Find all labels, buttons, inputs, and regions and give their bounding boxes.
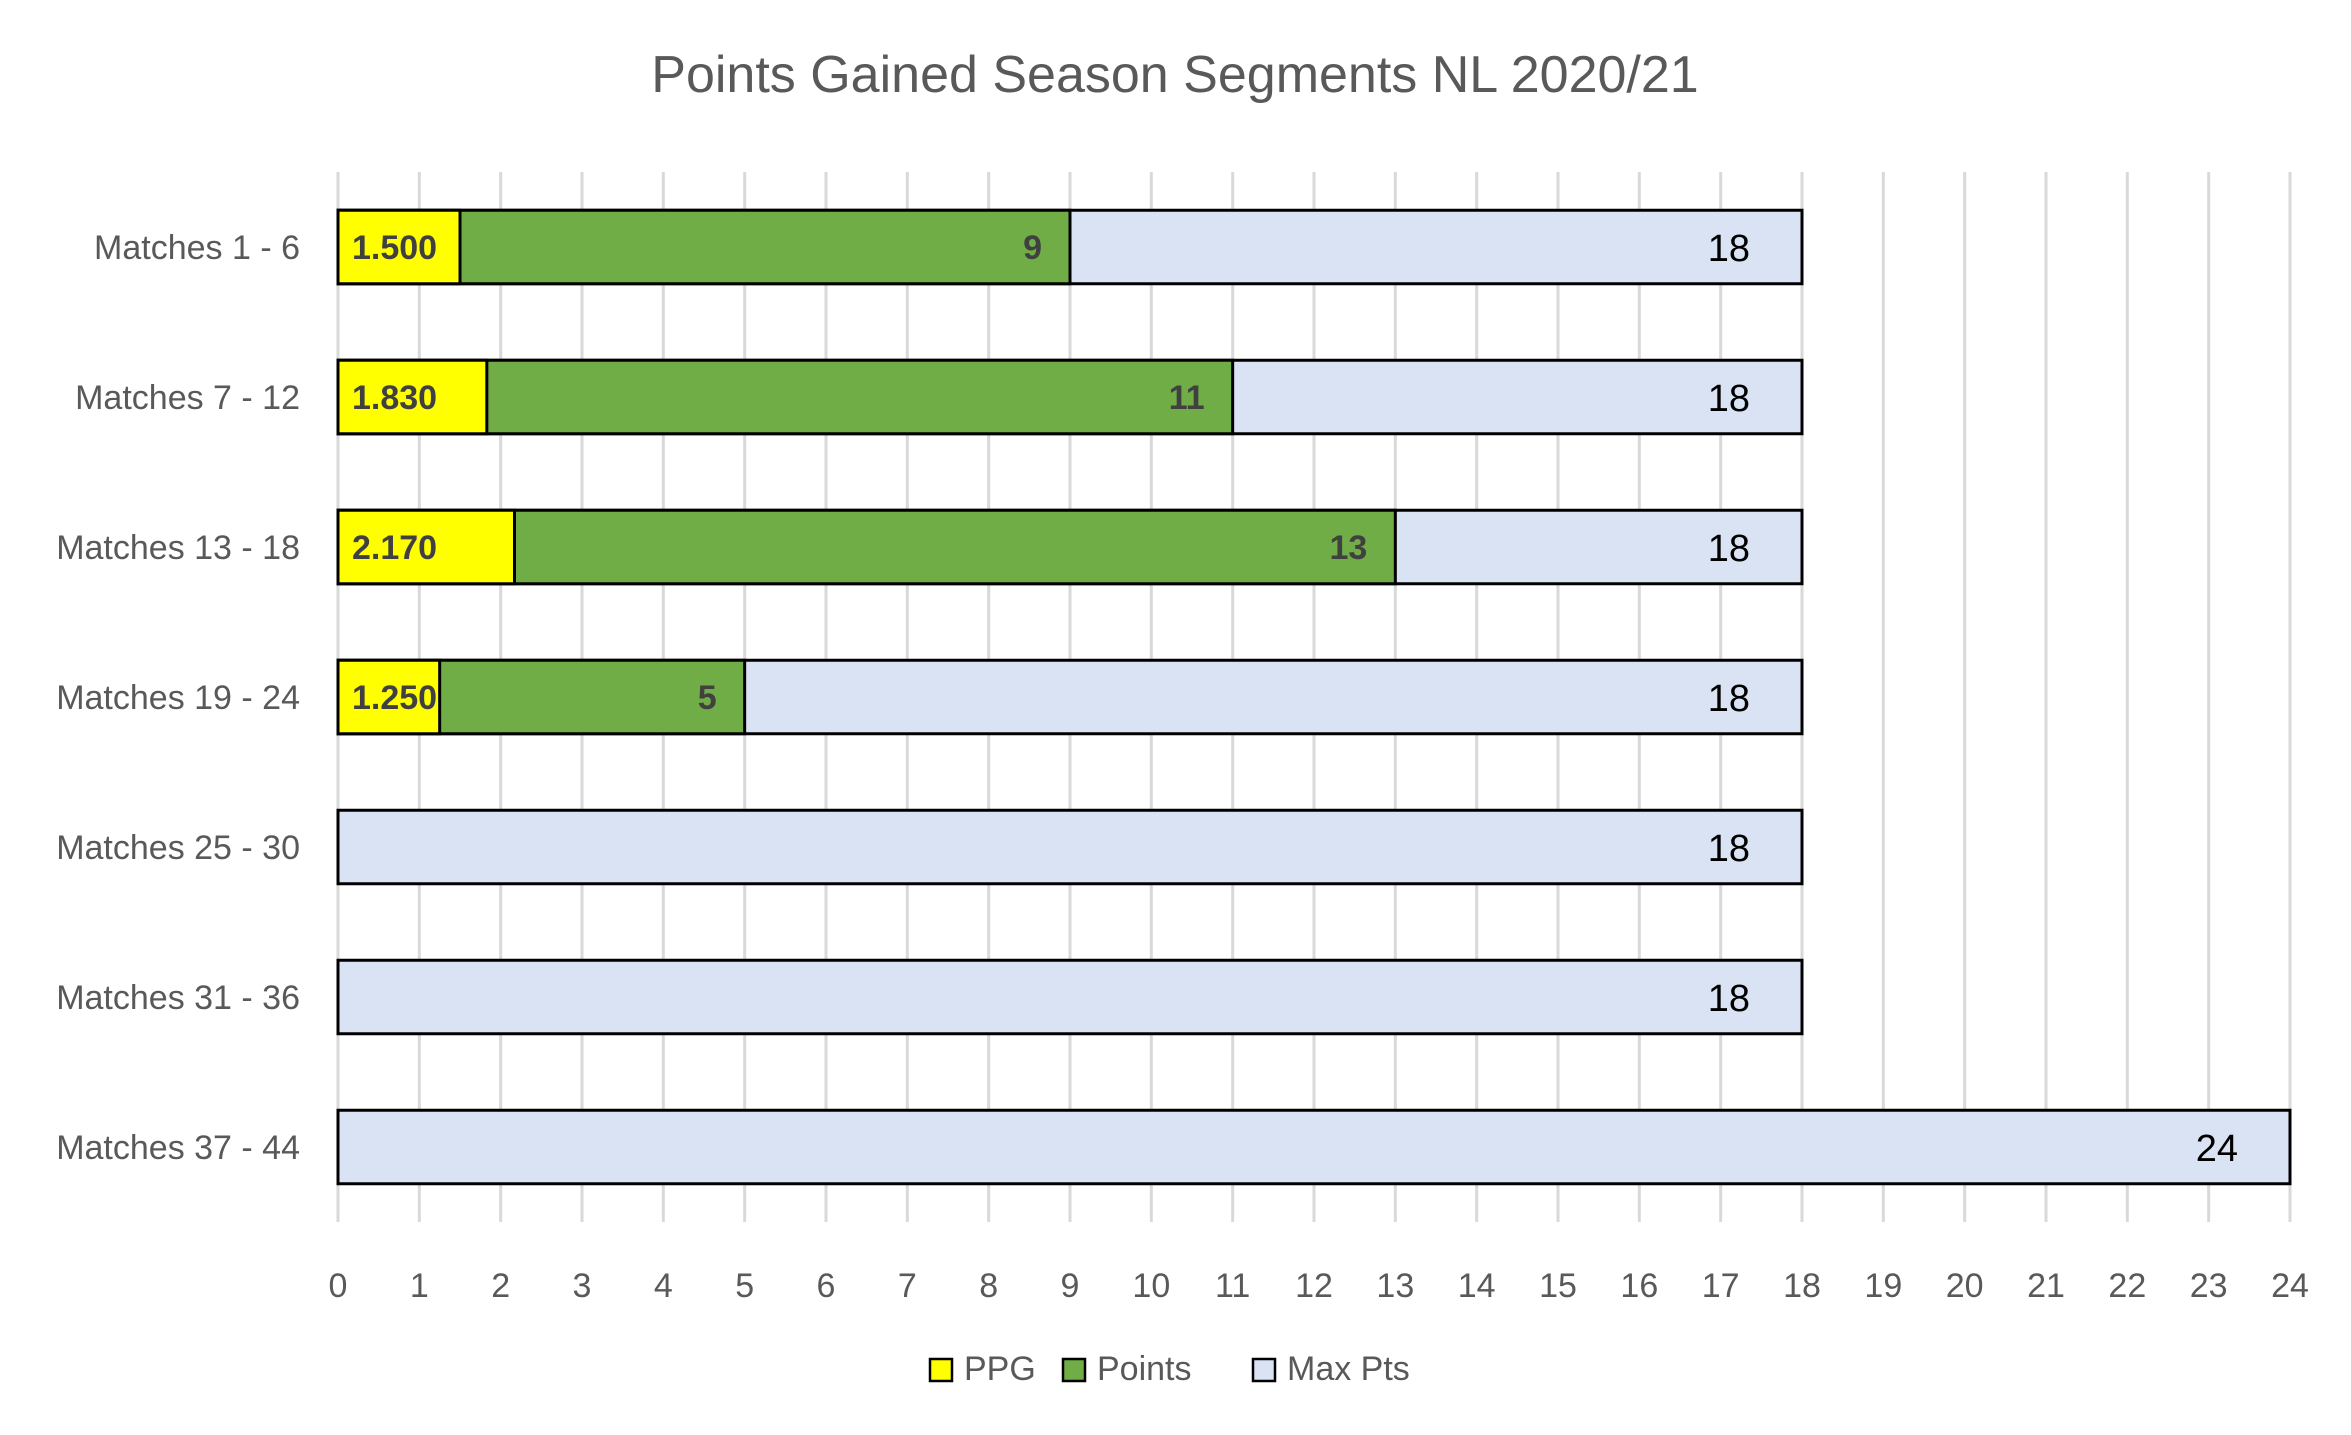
points-data-label: 11: [1169, 379, 1205, 417]
bar-ppg: [336, 208, 462, 286]
x-tick-label: 16: [1620, 1267, 1658, 1305]
x-tick-label: 11: [1215, 1267, 1250, 1305]
x-tick-label: 4: [654, 1267, 673, 1305]
x-tick-label: 5: [735, 1267, 754, 1305]
x-tick-label: 10: [1132, 1267, 1170, 1305]
bar-ppg: [336, 508, 516, 586]
bar-ppg: [336, 658, 442, 736]
x-tick-label: 24: [2271, 1267, 2309, 1305]
x-tick-label: 20: [1946, 1267, 1984, 1305]
x-tick-label: 19: [1864, 1267, 1902, 1305]
x-tick-label: 2: [491, 1267, 510, 1305]
ppg-data-label: 1.500: [352, 229, 437, 267]
chart-title: Points Gained Season Segments NL 2020/21: [651, 46, 1698, 104]
max-pts-data-label: 18: [1708, 378, 1750, 420]
max-pts-data-label: 24: [2196, 1128, 2238, 1170]
ppg-data-label: 1.830: [352, 379, 437, 417]
legend-swatch: [928, 1357, 954, 1383]
legend-swatch: [1251, 1357, 1277, 1383]
points-data-label: 13: [1330, 529, 1368, 567]
points-data-label: 9: [1023, 229, 1042, 267]
legend-label: PPG: [964, 1350, 1036, 1388]
category-label: Matches 31 - 36: [56, 979, 300, 1017]
max-pts-data-label: 18: [1708, 678, 1750, 720]
legend: PPG Points Max Pts: [928, 1350, 1410, 1388]
x-tick-label: 0: [329, 1267, 348, 1305]
category-label: Matches 25 - 30: [56, 829, 300, 867]
category-label: Matches 13 - 18: [56, 529, 300, 567]
category-labels: Matches 1 - 6 Matches 7 - 12 Matches 13 - …: [56, 229, 300, 1167]
x-tick-label: 7: [898, 1267, 917, 1305]
x-tick-label: 22: [2108, 1267, 2146, 1305]
bar-max-pts: [336, 958, 1804, 1036]
legend-item-points: Points: [1061, 1350, 1192, 1388]
x-tick-label: 18: [1783, 1267, 1821, 1305]
bar-max-pts: [336, 1108, 2292, 1186]
legend-item-ppg: PPG: [928, 1350, 1036, 1388]
x-tick-label: 3: [573, 1267, 592, 1305]
x-tick-label: 6: [817, 1267, 836, 1305]
bar-ppg: [336, 358, 489, 436]
category-label: Matches 19 - 24: [56, 679, 300, 717]
legend-item-max-pts: Max Pts: [1251, 1350, 1410, 1388]
legend-swatch: [1061, 1357, 1087, 1383]
x-tick-label: 15: [1539, 1267, 1577, 1305]
max-pts-data-label: 18: [1708, 978, 1750, 1020]
legend-label: Points: [1097, 1350, 1192, 1388]
max-pts-data-label: 18: [1708, 228, 1750, 270]
category-label: Matches 7 - 12: [75, 379, 300, 417]
x-tick-label: 23: [2190, 1267, 2228, 1305]
max-pts-data-label: 18: [1708, 528, 1750, 570]
x-tick-label: 14: [1458, 1267, 1496, 1305]
x-tick-label: 21: [2027, 1267, 2065, 1305]
category-label: Matches 37 - 44: [56, 1129, 300, 1167]
x-tick-label: 12: [1295, 1267, 1333, 1305]
bar-labels: 18 9 1.500 18 11 1.830 18 13 2.170 18 5 1.250 18 18 24: [352, 228, 2238, 1170]
x-tick-label: 13: [1376, 1267, 1414, 1305]
ppg-data-label: 1.250: [352, 679, 437, 717]
x-tick-label: 17: [1702, 1267, 1740, 1305]
bar-max-pts: [336, 808, 1804, 886]
points-data-label: 5: [698, 679, 717, 717]
ppg-data-label: 2.170: [352, 529, 437, 567]
max-pts-data-label: 18: [1708, 828, 1750, 870]
x-tick-labels: 0 1 2 3 4 5 6 7 8 9 10 11 12 13 14 15 16 17 18 19 20 21 22 23 24: [329, 1267, 2309, 1305]
legend-label: Max Pts: [1287, 1350, 1410, 1388]
bars: [336, 208, 2292, 1186]
x-tick-label: 8: [979, 1267, 998, 1305]
category-label: Matches 1 - 6: [94, 229, 300, 267]
x-tick-label: 1: [410, 1267, 429, 1305]
x-tick-label: 9: [1061, 1267, 1080, 1305]
